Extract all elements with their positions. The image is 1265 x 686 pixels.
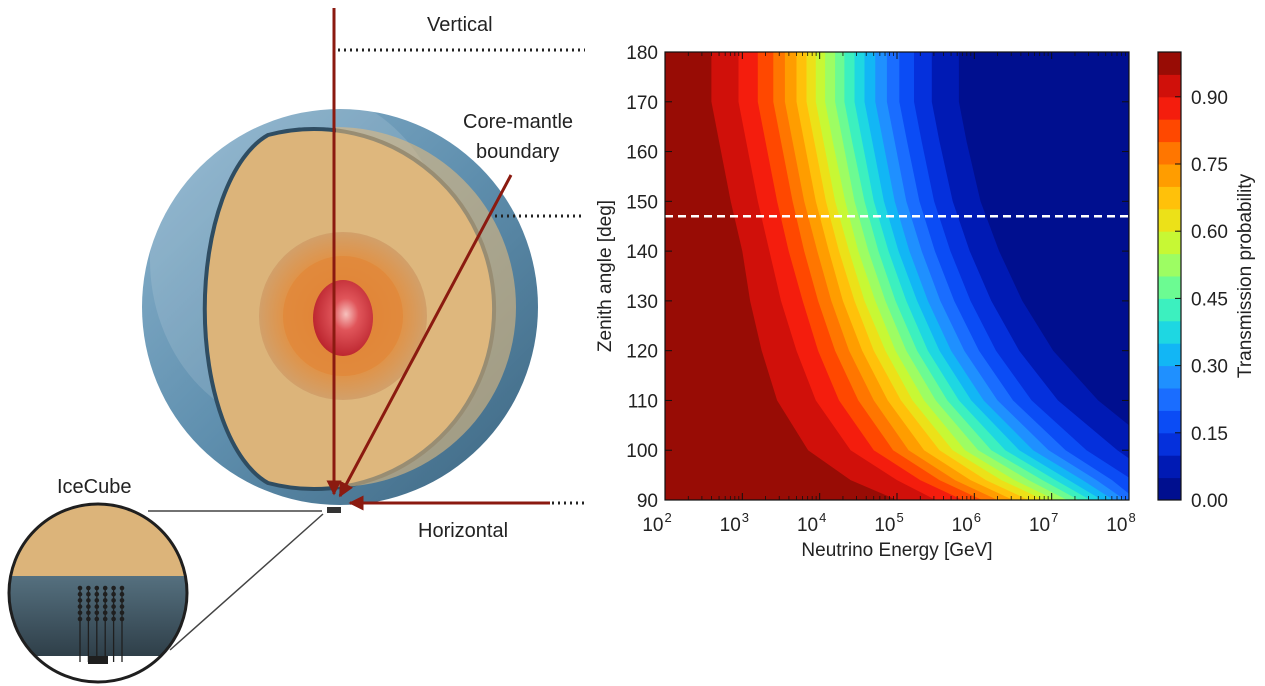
colorbar-tick-label: 0.60 bbox=[1191, 222, 1228, 243]
colorbar-level bbox=[1158, 96, 1181, 120]
y-tick-label: 150 bbox=[626, 192, 658, 213]
colorbar-level bbox=[1158, 388, 1181, 411]
x-axis-label: Neutrino Energy [GeV] bbox=[801, 540, 992, 561]
y-tick-label: 180 bbox=[626, 43, 658, 64]
x-tick-label: 105 bbox=[874, 510, 903, 536]
colorbar-level bbox=[1158, 186, 1181, 210]
colorbar-tick-label: 0.90 bbox=[1191, 88, 1228, 109]
colorbar-level bbox=[1158, 253, 1181, 277]
contour-chart: 102 103 104 105 106 107 108 901001101201301401… bbox=[595, 43, 1136, 561]
y-tick-label: 110 bbox=[628, 391, 658, 412]
colorbar-level bbox=[1158, 432, 1181, 456]
x-tick-label: 107 bbox=[1029, 510, 1058, 536]
colorbar-tick-label: 0.15 bbox=[1191, 424, 1228, 445]
y-tick-label: 170 bbox=[626, 93, 658, 114]
colorbar-level bbox=[1158, 365, 1181, 389]
x-tick-label: 108 bbox=[1106, 510, 1135, 536]
colorbar-level bbox=[1158, 410, 1181, 434]
colorbar-level bbox=[1158, 52, 1181, 75]
vertical-label: Vertical bbox=[427, 14, 493, 36]
icecube-strings bbox=[77, 585, 125, 662]
colorbar-tick-label: 0.45 bbox=[1191, 289, 1228, 310]
colorbar-levels bbox=[1158, 52, 1181, 501]
horizontal-label: Horizontal bbox=[418, 520, 508, 542]
colorbar-level bbox=[1158, 320, 1181, 344]
y-tick-label: 160 bbox=[626, 143, 658, 164]
icecube-label: IceCube bbox=[57, 476, 132, 498]
x-tick-label: 104 bbox=[797, 510, 826, 536]
x-tick-label: 103 bbox=[720, 510, 749, 536]
colorbar-label: Transmission probability bbox=[1235, 173, 1256, 378]
y-tick-label: 120 bbox=[626, 342, 658, 363]
contour-fills bbox=[665, 52, 1129, 500]
colorbar-level bbox=[1158, 74, 1181, 98]
icecube-lab bbox=[88, 656, 108, 664]
colorbar-level bbox=[1158, 343, 1181, 367]
core-mantle-arrow bbox=[338, 174, 513, 498]
icecube-marker bbox=[327, 507, 341, 513]
y-tick-label: 140 bbox=[626, 242, 658, 263]
trajectory-arrows bbox=[326, 8, 550, 511]
y-tick-label: 90 bbox=[637, 491, 658, 512]
colorbar-level bbox=[1158, 164, 1181, 187]
core-mantle-label-line2: boundary bbox=[476, 141, 559, 163]
colorbar-level bbox=[1158, 298, 1181, 322]
colorbar-level bbox=[1158, 208, 1181, 232]
y-axis-label: Zenith angle [deg] bbox=[595, 200, 616, 352]
x-tick-label: 102 bbox=[642, 510, 671, 536]
y-ticks: 90 100 110 120 130 140 150 160 170 180 bbox=[626, 43, 1129, 512]
x-ticks: 102 103 104 105 106 107 108 bbox=[642, 52, 1136, 536]
colorbar-tick-label: 0.30 bbox=[1191, 357, 1228, 378]
guide-lines bbox=[338, 48, 585, 505]
icecube-magnifier bbox=[7, 502, 324, 684]
earth-inner-core bbox=[313, 280, 373, 356]
y-tick-label: 100 bbox=[626, 441, 658, 462]
colorbar-level bbox=[1158, 119, 1181, 143]
colorbar-ticks: 0.00 0.15 0.30 0.45 0.60 0.75 0.90 bbox=[1175, 88, 1228, 512]
x-tick-label: 106 bbox=[952, 510, 981, 536]
contour-region-0.00 bbox=[958, 52, 1129, 426]
colorbar-level bbox=[1158, 455, 1181, 479]
colorbar-frame bbox=[1157, 51, 1182, 501]
colorbar-tick-label: 0.00 bbox=[1191, 491, 1228, 512]
core-mantle-label-line1: Core-mantle bbox=[463, 111, 573, 133]
colorbar-level bbox=[1158, 276, 1181, 299]
colorbar: 0.00 0.15 0.30 0.45 0.60 0.75 0.90 Transmissio… bbox=[1157, 51, 1256, 512]
earth-diagram bbox=[142, 90, 538, 513]
colorbar-level bbox=[1158, 231, 1181, 255]
colorbar-tick-label: 0.75 bbox=[1191, 155, 1228, 176]
y-tick-label: 130 bbox=[626, 292, 658, 313]
colorbar-level bbox=[1158, 141, 1181, 165]
colorbar-level bbox=[1158, 477, 1181, 501]
